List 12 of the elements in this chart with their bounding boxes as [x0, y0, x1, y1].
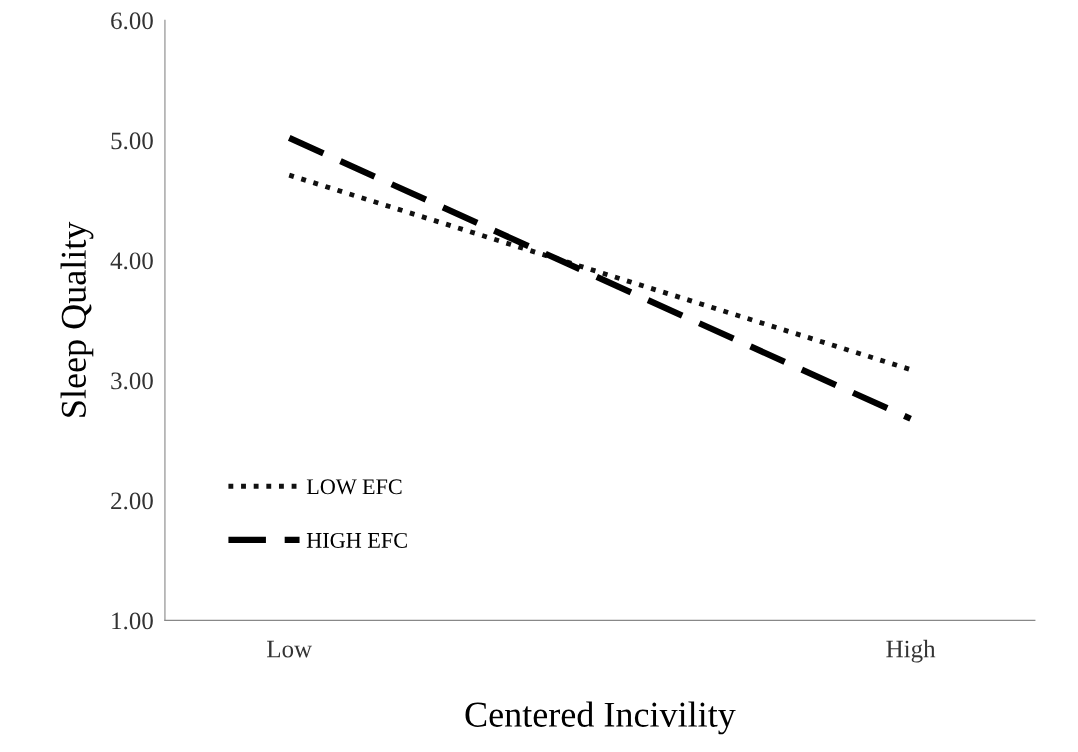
legend-label: LOW EFC: [306, 479, 402, 495]
x-tick-label: Low: [267, 640, 313, 658]
legend-label: HIGH EFC: [306, 532, 407, 548]
y-tick-label: 5.00: [111, 132, 153, 150]
y-tick-label: 3.00: [111, 372, 153, 390]
y-tick-label: 1.00: [112, 612, 153, 630]
y-axis-title: Sleep Quality: [60, 221, 94, 417]
x-axis-title: Centered Incivility: [465, 701, 736, 735]
y-tick-label: 4.00: [110, 252, 153, 270]
x-tick-label: High: [886, 639, 936, 663]
y-tick-label: 2.00: [111, 492, 153, 510]
y-tick-label: 6.00: [111, 12, 153, 30]
